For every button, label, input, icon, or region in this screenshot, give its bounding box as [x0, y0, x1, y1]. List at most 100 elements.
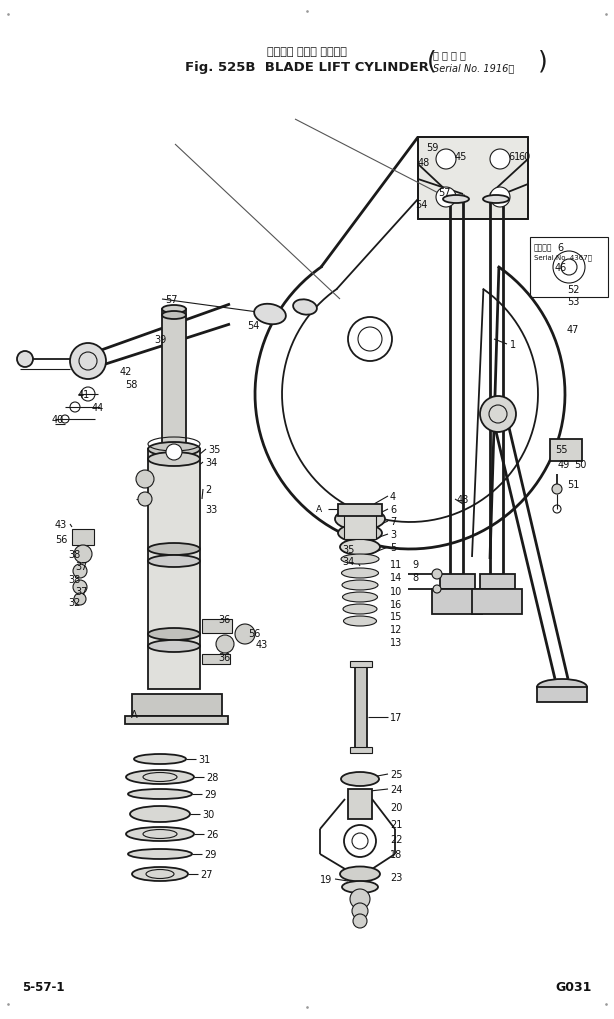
Text: 16: 16 — [390, 599, 402, 609]
Bar — [338, 504, 382, 517]
Text: 13: 13 — [390, 637, 402, 647]
Text: 12: 12 — [390, 625, 402, 635]
Text: 36: 36 — [218, 652, 230, 662]
Text: G031: G031 — [556, 980, 592, 994]
Text: 4: 4 — [390, 491, 396, 501]
Bar — [550, 439, 582, 462]
Circle shape — [353, 914, 367, 928]
Ellipse shape — [335, 508, 385, 531]
Text: 1: 1 — [510, 339, 516, 350]
Circle shape — [70, 343, 106, 380]
Text: 2: 2 — [205, 484, 211, 494]
Polygon shape — [418, 138, 528, 220]
Text: 5-57-1: 5-57-1 — [22, 980, 64, 994]
Text: 38: 38 — [68, 575, 80, 585]
Ellipse shape — [148, 543, 200, 555]
Text: 49: 49 — [558, 460, 570, 470]
Text: 57: 57 — [165, 294, 177, 305]
Text: ): ) — [538, 49, 548, 73]
Ellipse shape — [343, 616, 376, 627]
Bar — [350, 747, 372, 753]
Circle shape — [480, 396, 516, 433]
Ellipse shape — [148, 555, 200, 568]
Circle shape — [17, 352, 33, 368]
Circle shape — [136, 471, 154, 488]
Text: 31: 31 — [198, 754, 210, 764]
Ellipse shape — [341, 554, 379, 565]
Text: 35: 35 — [208, 444, 220, 454]
Text: (: ( — [427, 49, 437, 73]
Text: Serial No. 4367～: Serial No. 4367～ — [534, 255, 592, 261]
Ellipse shape — [148, 442, 200, 457]
Text: 9: 9 — [412, 559, 418, 570]
Ellipse shape — [148, 640, 200, 652]
Circle shape — [235, 625, 255, 644]
Circle shape — [216, 636, 234, 653]
Text: 46: 46 — [555, 263, 567, 273]
Text: 28: 28 — [206, 772, 219, 783]
Text: 52: 52 — [567, 284, 580, 294]
Text: 40: 40 — [52, 415, 64, 425]
Text: 44: 44 — [92, 403, 104, 413]
Text: 15: 15 — [390, 611, 402, 622]
Bar — [162, 310, 186, 449]
Text: 24: 24 — [390, 785, 402, 794]
Text: 61: 61 — [508, 152, 520, 162]
Bar — [132, 694, 222, 716]
Text: 48: 48 — [418, 158, 430, 168]
Text: 19: 19 — [320, 874, 332, 884]
Ellipse shape — [537, 680, 587, 695]
Text: 34: 34 — [205, 458, 217, 468]
Ellipse shape — [162, 306, 186, 314]
Text: 20: 20 — [390, 802, 402, 812]
Text: 41: 41 — [78, 389, 90, 399]
Text: 30: 30 — [202, 809, 214, 819]
Circle shape — [166, 444, 182, 461]
Circle shape — [490, 187, 510, 208]
Circle shape — [73, 565, 87, 579]
Text: 5: 5 — [390, 542, 396, 552]
Text: ブレード サフト シリンダ: ブレード サフト シリンダ — [267, 47, 347, 57]
Text: 適 用 号 機: 適 用 号 機 — [433, 50, 466, 60]
Ellipse shape — [483, 196, 509, 204]
Text: Fig. 525B  BLADE LIFT CYLINDER: Fig. 525B BLADE LIFT CYLINDER — [185, 61, 429, 74]
Text: 59: 59 — [426, 143, 438, 153]
Text: 37: 37 — [75, 586, 87, 596]
Bar — [202, 620, 232, 634]
Bar — [480, 575, 515, 589]
Ellipse shape — [128, 849, 192, 859]
Circle shape — [436, 187, 456, 208]
Bar — [125, 716, 228, 725]
Text: 26: 26 — [206, 829, 219, 840]
Text: 54: 54 — [415, 200, 427, 210]
Ellipse shape — [126, 770, 194, 785]
Text: 43: 43 — [55, 520, 68, 530]
Ellipse shape — [128, 790, 192, 799]
Text: 23: 23 — [390, 872, 402, 882]
Circle shape — [348, 318, 392, 362]
Text: 55: 55 — [555, 444, 567, 454]
Text: 53: 53 — [567, 297, 580, 307]
Text: 58: 58 — [125, 380, 138, 389]
Bar — [72, 530, 94, 545]
Text: 32: 32 — [68, 597, 80, 607]
Text: 33: 33 — [205, 504, 217, 515]
Text: 8: 8 — [412, 573, 418, 583]
Bar — [350, 661, 372, 667]
Bar — [537, 688, 587, 702]
Circle shape — [432, 570, 442, 580]
Text: 54: 54 — [247, 321, 259, 331]
Circle shape — [553, 252, 585, 283]
Circle shape — [344, 825, 376, 857]
Text: 36: 36 — [218, 614, 230, 625]
Text: 22: 22 — [390, 835, 403, 844]
Circle shape — [350, 890, 370, 909]
Text: 57: 57 — [438, 187, 451, 198]
Ellipse shape — [341, 569, 378, 579]
Text: 17: 17 — [390, 712, 402, 722]
Text: 48: 48 — [457, 494, 469, 504]
Circle shape — [138, 492, 152, 506]
Text: 29: 29 — [204, 849, 216, 859]
Circle shape — [436, 150, 456, 170]
Ellipse shape — [343, 592, 378, 602]
